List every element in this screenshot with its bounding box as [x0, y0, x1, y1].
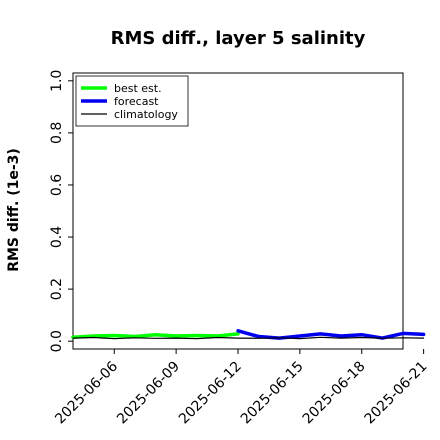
x-tick-label: 2025-06-09 [114, 359, 183, 428]
x-axis-ticks: 2025-06-062025-06-092025-06-122025-06-15… [52, 349, 430, 427]
legend-label: forecast [114, 95, 159, 108]
x-tick-label: 2025-06-21 [362, 359, 431, 428]
series-line-best-est [71, 332, 240, 340]
y-tick-label: 0.4 [49, 226, 65, 248]
y-axis-ticks: 0.0 0.2 0.4 0.6 0.8 1.0 [49, 70, 73, 352]
legend-label: best est. [114, 82, 162, 95]
series-layer [71, 329, 426, 340]
chart-title: RMS diff., layer 5 salinity [111, 28, 366, 49]
y-tick-label: 0.2 [49, 278, 65, 300]
y-tick-label: 0.0 [49, 330, 65, 352]
legend-label: climatology [114, 108, 178, 121]
x-tick-label: 2025-06-12 [176, 359, 245, 428]
y-tick-label: 0.6 [49, 174, 65, 196]
x-tick-label: 2025-06-18 [300, 359, 369, 428]
series-line-forecast [236, 329, 426, 340]
series-line-climatology [72, 336, 425, 340]
y-tick-label: 1.0 [49, 70, 65, 92]
x-tick-label: 2025-06-15 [238, 359, 307, 428]
y-axis-label: RMS diff. (1e-3) [6, 148, 22, 272]
y-tick-label: 0.8 [49, 122, 65, 144]
x-tick-label: 2025-06-06 [52, 358, 121, 427]
